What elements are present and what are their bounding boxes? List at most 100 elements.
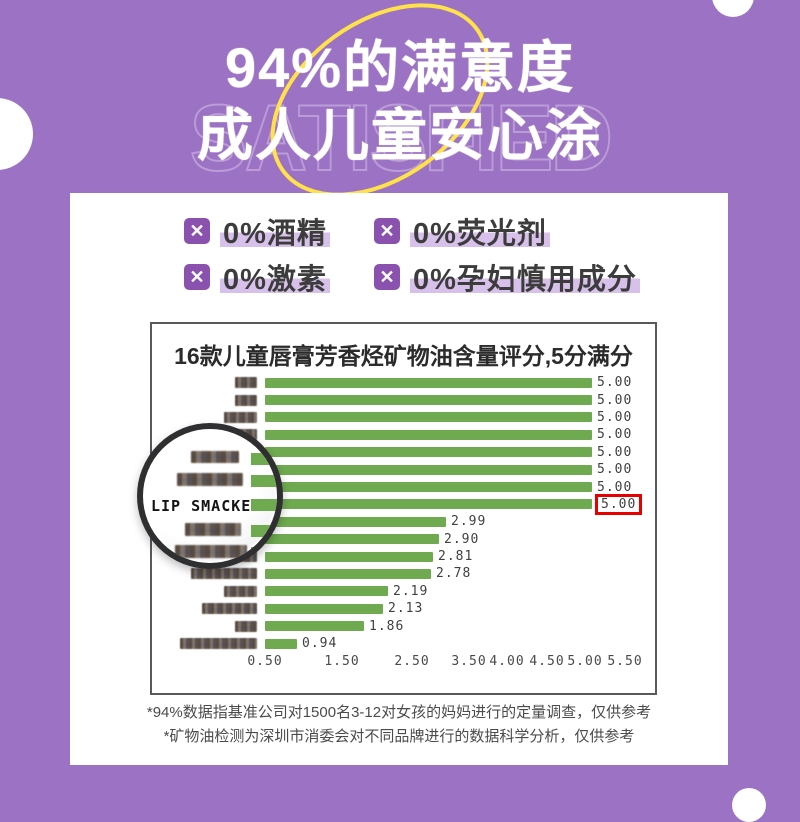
x-axis: 0.50 1.50 2.50 3.50 4.00 4.50 5.00 5.50: [152, 654, 655, 674]
decor-circle-top: [712, 0, 754, 17]
x-tick-label: 5.00: [567, 654, 603, 669]
main-title-line2: 成人儿童安心涂: [197, 104, 603, 167]
decor-circle-bottom: [732, 788, 766, 822]
bar-row-12: 2.19: [160, 583, 647, 600]
score-bar: [265, 603, 383, 614]
score-value: 0.94: [302, 636, 338, 652]
magnified-censored-label: [175, 545, 247, 558]
chart-title: 16款儿童唇膏芳香烃矿物油含量评分,5分满分: [174, 343, 633, 369]
bar-row-13: 2.13: [160, 600, 647, 617]
score-bar: [265, 534, 439, 545]
score-bar: [265, 429, 592, 440]
x-tick-label: 4.00: [489, 654, 525, 669]
score-bar: [265, 586, 388, 597]
score-value: 2.81: [438, 549, 474, 565]
brand-label-censored: [160, 585, 257, 597]
magnified-score-bar: [251, 499, 277, 511]
score-value: 5.00: [597, 409, 633, 425]
censored-pixelation: [235, 377, 257, 389]
bar-row-0: 5.00: [160, 374, 647, 391]
checked-x-icon: ✕: [374, 263, 400, 290]
score-value: 2.19: [393, 583, 429, 599]
score-bar: [265, 638, 297, 649]
magnified-score-bar: [251, 525, 277, 537]
score-bar: [265, 499, 592, 510]
bar-row-2: 5.00: [160, 409, 647, 426]
score-bar: [265, 551, 433, 562]
brand-label-censored: [160, 638, 257, 650]
feature-label: 0%荧光剂: [410, 209, 550, 252]
magnified-score-bar: [251, 547, 277, 559]
score-value-highlighted: 5.00: [595, 493, 643, 515]
score-value: 2.99: [451, 514, 487, 530]
magnified-score-bar: [251, 453, 277, 465]
brand-label-censored: [160, 568, 257, 580]
score-bar: [265, 621, 364, 632]
magnifier-glass: LIP SMACKE: [137, 423, 283, 569]
brand-label-censored: [160, 394, 257, 406]
checked-x-icon: ✕: [374, 217, 400, 244]
score-value: 5.00: [597, 427, 633, 443]
x-tick-label: 5.50: [607, 654, 643, 669]
score-bar: [265, 447, 592, 458]
censored-pixelation: [202, 603, 257, 615]
score-value: 5.00: [597, 392, 633, 408]
x-tick-label: 1.50: [324, 654, 360, 669]
main-title-line1: 94%的满意度: [224, 36, 576, 99]
score-value: 5.00: [597, 444, 633, 460]
bar-row-14: 1.86: [160, 617, 647, 634]
magnified-score-bar: [251, 475, 277, 487]
score-value: 1.86: [369, 618, 405, 634]
censored-pixelation: [235, 620, 257, 632]
footnote-line2: *矿物油检测为深圳市消委会对不同品牌进行的数据科学分析，仅供参考: [163, 728, 635, 745]
x-tick-label: 3.50: [451, 654, 487, 669]
magnifier-brand-label: LIP SMACKE: [151, 497, 252, 515]
checked-x-icon: ✕: [184, 217, 210, 244]
brand-label-censored: [160, 603, 257, 615]
score-bar: [265, 377, 592, 388]
feature-item-3: ✕ 0%孕妇慎用成分: [374, 255, 640, 298]
score-value: 5.00: [597, 375, 633, 391]
brand-label-censored: [160, 620, 257, 632]
brand-label-censored: [160, 411, 257, 423]
score-bar: [265, 395, 592, 406]
bar-row-1: 5.00: [160, 391, 647, 408]
brand-label-censored: [160, 377, 257, 389]
page-background: { "page": { "background_color": "#9c72c4…: [0, 0, 766, 822]
feature-item-0: ✕ 0%酒精: [184, 209, 374, 252]
score-value: 2.90: [444, 531, 480, 547]
content-card: ✕ 0%酒精 ✕ 0%荧光剂 ✕ 0%激素 ✕ 0%孕妇慎用成分 16款儿童唇膏芳香烃矿物油含…: [70, 193, 728, 765]
score-value: 5.00: [597, 462, 633, 478]
magnified-censored-label: [191, 451, 239, 463]
x-tick-label: 0.50: [247, 654, 283, 669]
censored-pixelation: [191, 568, 257, 580]
score-value: 2.78: [436, 566, 472, 582]
censored-pixelation: [235, 394, 257, 406]
feature-item-1: ✕ 0%荧光剂: [374, 209, 640, 252]
score-bar: [265, 412, 592, 423]
score-bar: [265, 568, 431, 579]
censored-pixelation: [180, 638, 257, 650]
score-bar: [265, 516, 446, 527]
magnified-censored-label: [177, 473, 243, 486]
feature-list: ✕ 0%酒精 ✕ 0%荧光剂 ✕ 0%激素 ✕ 0%孕妇慎用成分: [184, 209, 640, 298]
feature-label: 0%孕妇慎用成分: [410, 255, 640, 298]
x-tick-label: 4.50: [529, 654, 565, 669]
checked-x-icon: ✕: [184, 263, 210, 290]
ghost-outline-text: SATISFIED: [189, 84, 614, 191]
footnote-line1: *94%数据指基准公司对1500名3-12对女孩的妈妈进行的定量调查，仅供参考: [146, 704, 652, 721]
censored-pixelation: [224, 585, 257, 597]
score-value: 2.13: [388, 601, 424, 617]
score-bar: [265, 464, 592, 475]
bar-row-11: 2.78: [160, 565, 647, 582]
footnotes: *94%数据指基准公司对1500名3-12对女孩的妈妈进行的定量调查，仅供参考 …: [70, 701, 728, 749]
feature-label: 0%酒精: [220, 209, 330, 252]
accent-ellipse: [270, 3, 490, 197]
x-tick-label: 2.50: [394, 654, 430, 669]
score-value: 5.00: [597, 479, 633, 495]
feature-item-2: ✕ 0%激素: [184, 255, 374, 298]
censored-pixelation: [224, 411, 257, 423]
feature-label: 0%激素: [220, 255, 330, 298]
chart-panel: 16款儿童唇膏芳香烃矿物油含量评分,5分满分 5.00 5.00 5.00 5.00 5…: [150, 322, 657, 695]
score-bar: [265, 482, 592, 493]
